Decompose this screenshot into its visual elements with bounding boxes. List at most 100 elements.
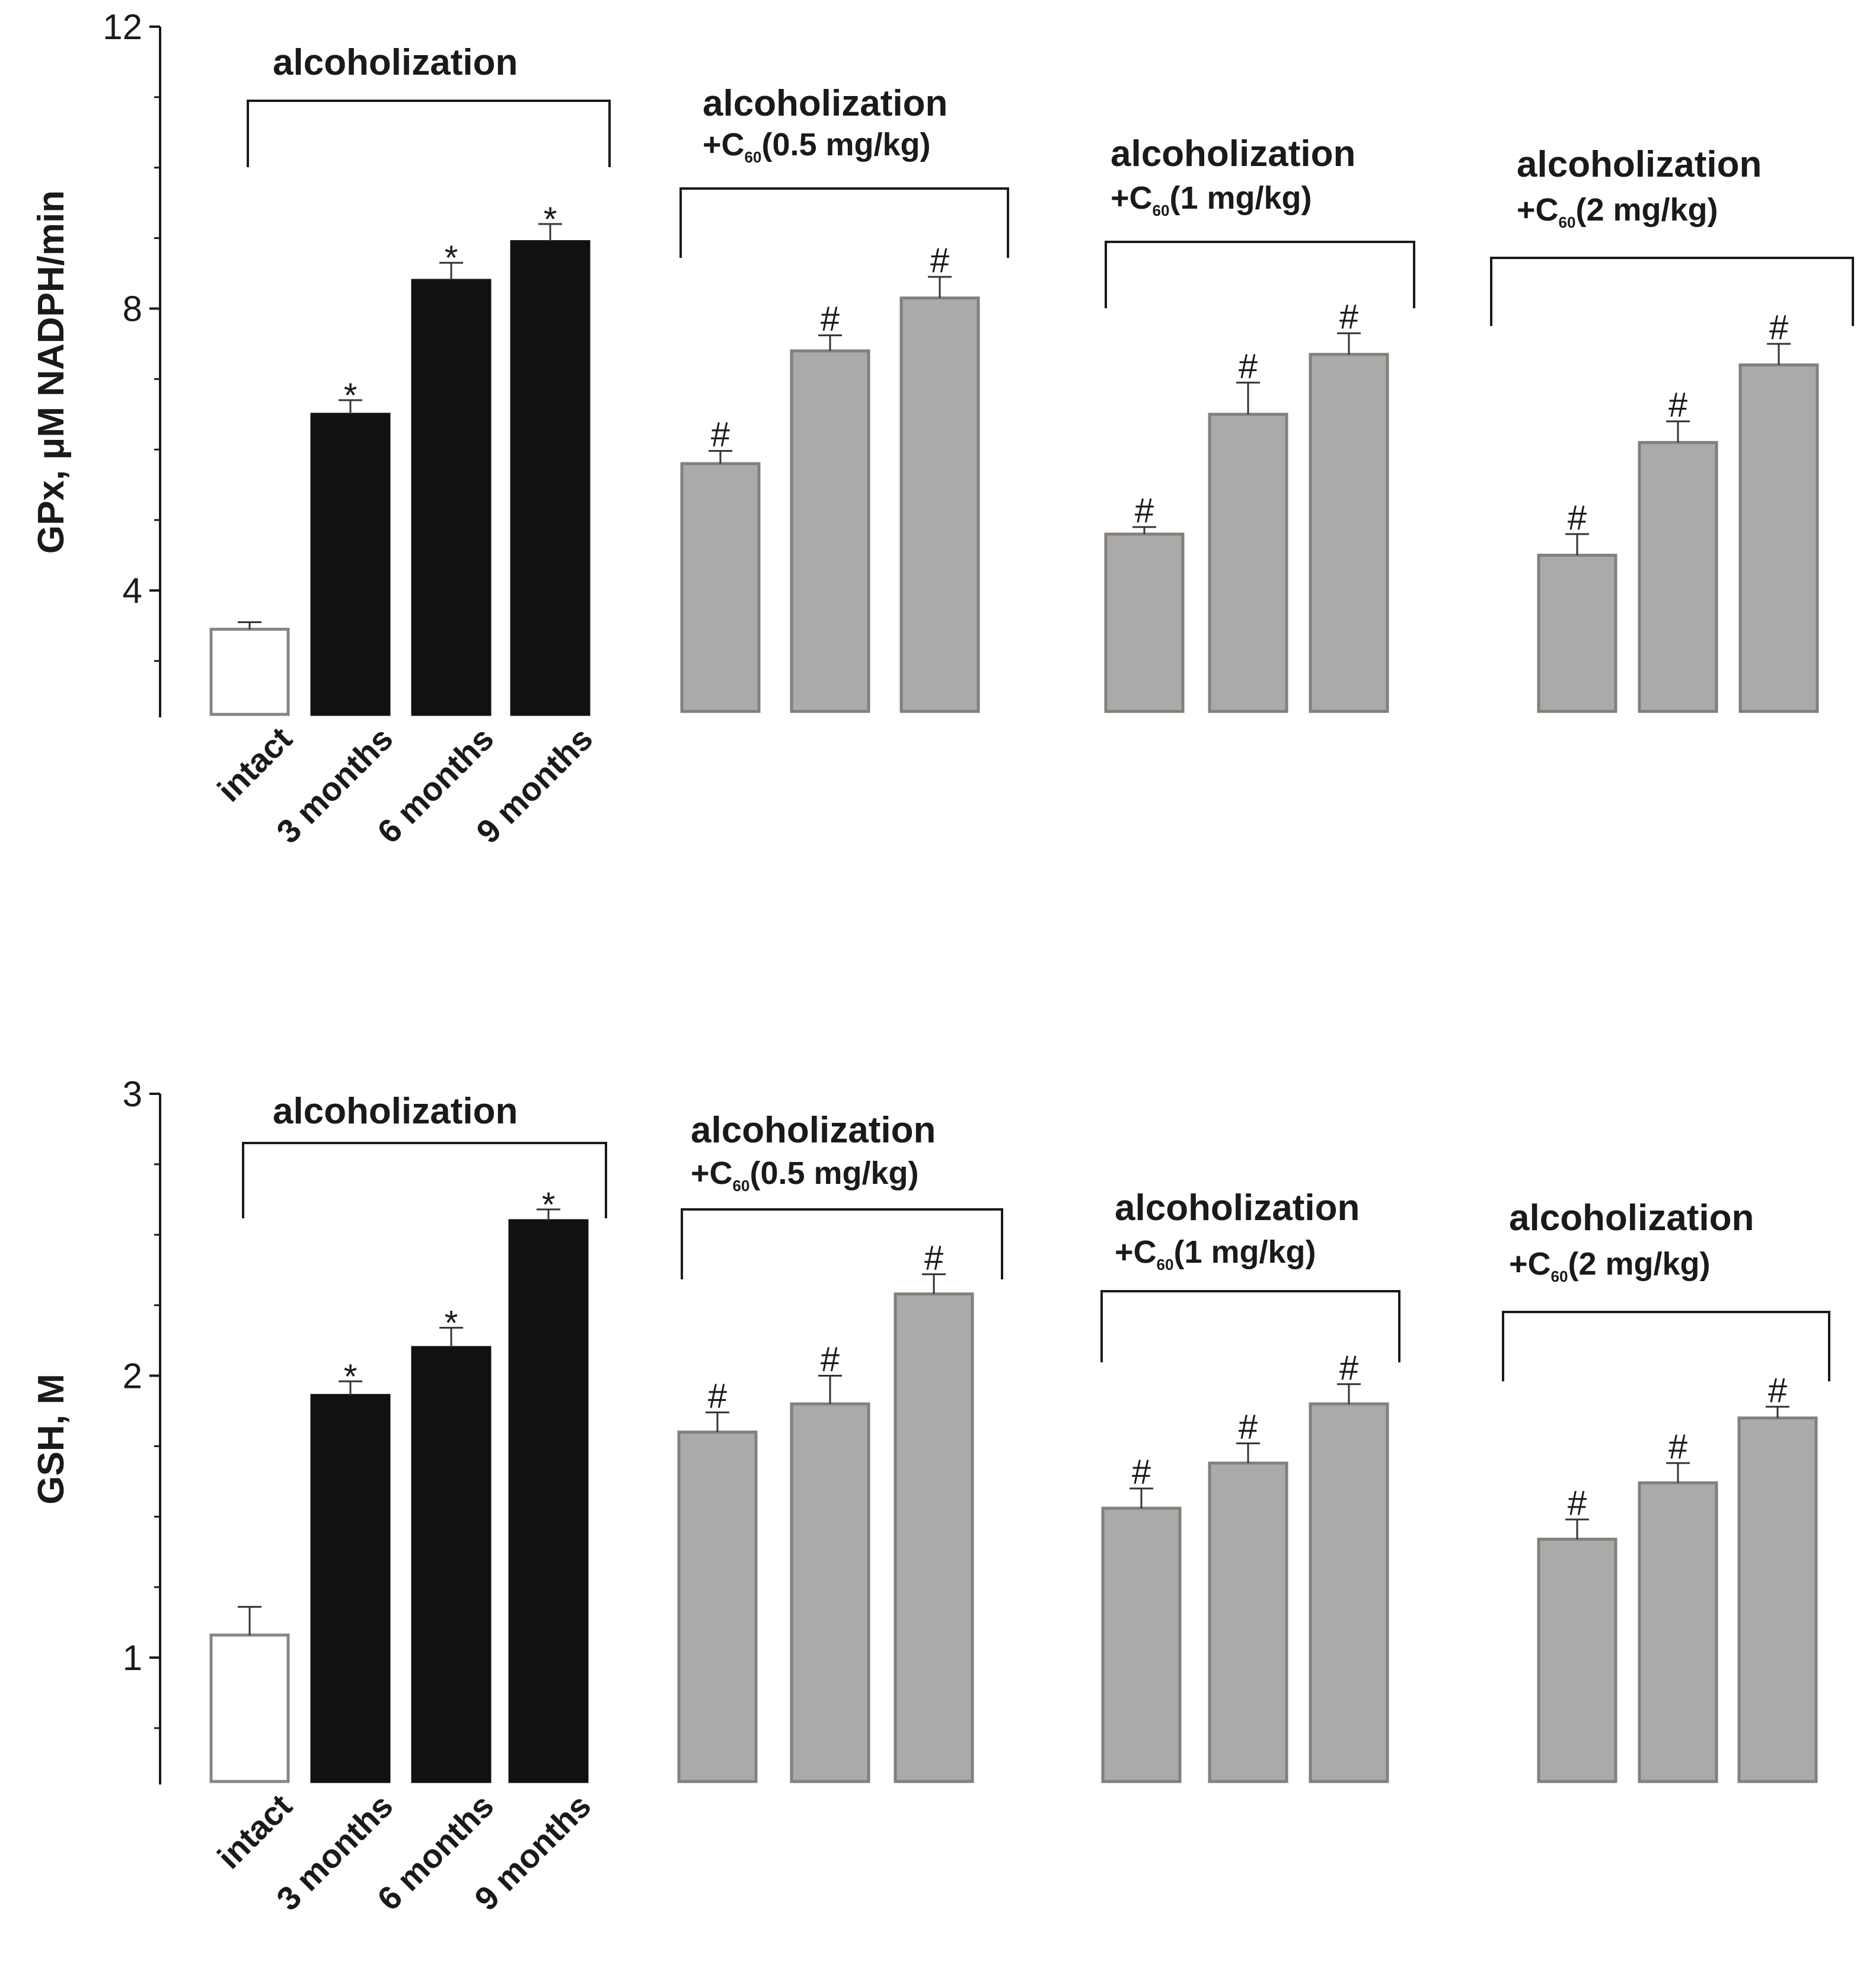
bar-group-2: alcoholization+C60(0.5 mg/kg)### bbox=[677, 1110, 1003, 1783]
bar-group-3: alcoholization +C60(1 mg/kg) # # # bbox=[1104, 133, 1415, 713]
group-subtitle: +C60(2 mg/kg) bbox=[1517, 192, 1718, 231]
subtitle-prefix: +C bbox=[1111, 180, 1153, 216]
bar-group-1: alcoholization * * * bbox=[209, 42, 611, 716]
bar bbox=[1101, 1506, 1182, 1783]
significance-hash: # bbox=[1239, 1408, 1258, 1447]
group-title: alcoholization bbox=[1517, 144, 1762, 185]
bar bbox=[209, 627, 290, 716]
significance-hash: # bbox=[924, 1238, 943, 1277]
significance-asterisk: * bbox=[344, 376, 358, 415]
significance-hash: # bbox=[1568, 1484, 1587, 1522]
group-title: alcoholization bbox=[273, 42, 518, 83]
significance-asterisk: * bbox=[542, 1186, 556, 1224]
group-bracket bbox=[681, 1208, 1003, 1279]
bar bbox=[411, 279, 492, 716]
subtitle-dose: (2 mg/kg) bbox=[1575, 192, 1718, 228]
significance-hash: # bbox=[1769, 308, 1788, 347]
bar bbox=[790, 1402, 870, 1783]
bar bbox=[1738, 363, 1819, 713]
subtitle-prefix: +C bbox=[1517, 192, 1559, 228]
bar bbox=[411, 1346, 492, 1783]
bar bbox=[1737, 1416, 1818, 1783]
subtitle-prefix: +C bbox=[1115, 1234, 1157, 1270]
significance-hash: # bbox=[1339, 298, 1358, 336]
bar bbox=[508, 1219, 589, 1783]
bar bbox=[1309, 353, 1389, 713]
y-tick-label: 2 bbox=[123, 1356, 142, 1396]
group-bracket bbox=[1502, 1311, 1830, 1381]
significance-asterisk: * bbox=[445, 1304, 458, 1343]
bar-group-4: alcoholization +C60(2 mg/kg) # # # bbox=[1502, 1198, 1830, 1783]
group-bracket bbox=[1100, 1290, 1400, 1362]
subtitle-subscript: 60 bbox=[1559, 213, 1576, 231]
significance-hash: # bbox=[1239, 347, 1258, 385]
bar bbox=[209, 1633, 290, 1783]
significance-hash: # bbox=[1132, 1453, 1151, 1492]
subtitle-dose: (0.5 mg/kg) bbox=[761, 127, 930, 162]
bar bbox=[1638, 440, 1718, 713]
y-tick-label: 4 bbox=[123, 571, 142, 611]
group-title: alcoholization bbox=[703, 83, 947, 124]
bar bbox=[899, 296, 980, 713]
group-title: alcoholization bbox=[1111, 133, 1355, 174]
bar bbox=[1309, 1402, 1389, 1783]
category-label: intact bbox=[210, 1787, 299, 1876]
subtitle-subscript: 60 bbox=[733, 1177, 750, 1195]
significance-hash: # bbox=[821, 1340, 840, 1379]
subtitle-prefix: +C bbox=[691, 1155, 733, 1191]
significance-hash: # bbox=[1568, 499, 1587, 537]
bar bbox=[1208, 413, 1288, 713]
y-axis-label: GSH, M bbox=[31, 1374, 72, 1504]
subtitle-subscript: 60 bbox=[745, 148, 762, 166]
significance-hash: # bbox=[711, 416, 730, 454]
bar bbox=[894, 1292, 974, 1783]
bar-group-4: alcoholization +C60(2 mg/kg) # # # bbox=[1490, 144, 1854, 713]
group-title: alcoholization bbox=[273, 1091, 518, 1132]
significance-hash: # bbox=[930, 241, 949, 280]
category-label: intact bbox=[210, 720, 299, 809]
subtitle-prefix: +C bbox=[1509, 1246, 1551, 1282]
bar bbox=[1537, 1537, 1617, 1783]
group-bracket bbox=[242, 1142, 607, 1218]
subtitle-dose: (1 mg/kg) bbox=[1169, 180, 1312, 216]
significance-hash: # bbox=[1768, 1371, 1787, 1410]
bar bbox=[310, 1394, 391, 1783]
group-subtitle: +C60(0.5 mg/kg) bbox=[703, 127, 931, 166]
bar bbox=[680, 462, 761, 713]
subtitle-dose: (2 mg/kg) bbox=[1568, 1246, 1710, 1282]
group-bracket bbox=[1490, 257, 1854, 326]
group-title: alcoholization bbox=[691, 1110, 936, 1151]
subtitle-dose: (0.5 mg/kg) bbox=[749, 1155, 918, 1191]
group-title: alcoholization bbox=[1509, 1198, 1754, 1238]
significance-asterisk: * bbox=[544, 200, 557, 239]
group-subtitle: +C60(2 mg/kg) bbox=[1509, 1246, 1711, 1285]
significance-hash: # bbox=[1668, 1428, 1687, 1466]
group-subtitle: +C60(1 mg/kg) bbox=[1111, 180, 1312, 219]
significance-hash: # bbox=[821, 300, 840, 339]
bar bbox=[510, 240, 591, 716]
group-title: alcoholization bbox=[1115, 1187, 1360, 1228]
bar bbox=[1638, 1481, 1718, 1783]
bar bbox=[1104, 532, 1185, 713]
significance-hash: # bbox=[708, 1377, 727, 1415]
group-subtitle: +C60(1 mg/kg) bbox=[1115, 1234, 1316, 1273]
bar bbox=[1208, 1461, 1288, 1783]
panel-2: 1 2 3 GSH, M alcoholization * * * alcoholization… bbox=[31, 1074, 1830, 1917]
y-tick-label: 12 bbox=[103, 7, 142, 47]
significance-asterisk: * bbox=[445, 239, 458, 277]
subtitle-subscript: 60 bbox=[1157, 1256, 1174, 1273]
group-bracket bbox=[679, 187, 1009, 258]
y-tick-label: 3 bbox=[123, 1074, 142, 1114]
subtitle-dose: (1 mg/kg) bbox=[1173, 1234, 1316, 1270]
significance-hash: # bbox=[1668, 386, 1687, 424]
group-subtitle: +C60(0.5 mg/kg) bbox=[691, 1155, 919, 1195]
significance-hash: # bbox=[1339, 1349, 1358, 1387]
y-tick-label: 1 bbox=[123, 1638, 142, 1678]
significance-hash: # bbox=[1135, 491, 1154, 530]
bar-group-3: alcoholization +C60(1 mg/kg) # # # bbox=[1100, 1187, 1400, 1783]
bar bbox=[790, 349, 870, 713]
significance-asterisk: * bbox=[344, 1358, 358, 1396]
bar bbox=[1537, 554, 1617, 713]
